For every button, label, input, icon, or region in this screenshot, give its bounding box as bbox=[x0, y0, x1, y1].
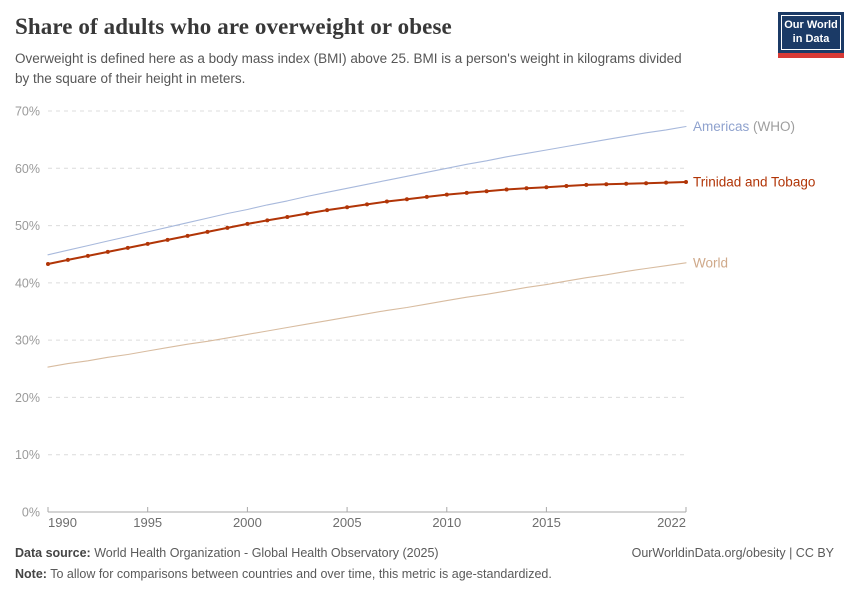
y-axis-label-10: 10% bbox=[15, 448, 40, 462]
x-axis-label-2000: 2000 bbox=[233, 515, 262, 530]
series-line-americas-who[interactable] bbox=[47, 125, 687, 256]
owid-link[interactable]: OurWorldinData.org/obesity | CC BY bbox=[631, 546, 834, 560]
y-axis-label-30: 30% bbox=[15, 334, 40, 348]
x-axis-label-2010: 2010 bbox=[432, 515, 461, 530]
y-axis-label-50: 50% bbox=[15, 219, 40, 233]
series-label-trinidad-and-tobago[interactable]: Trinidad and Tobago bbox=[693, 175, 815, 190]
y-axis-label-20: 20% bbox=[15, 391, 40, 405]
owid-logo[interactable]: Our World in Data bbox=[778, 12, 844, 58]
chart-note: Note: To allow for comparisons between c… bbox=[15, 565, 834, 583]
series-label-americas-who[interactable]: Americas (WHO) bbox=[693, 119, 795, 134]
header: Share of adults who are overweight or ob… bbox=[15, 14, 770, 88]
data-source-text: World Health Organization - Global Healt… bbox=[94, 546, 439, 560]
x-axis-label-2022: 2022 bbox=[657, 515, 686, 530]
x-axis-label-2005: 2005 bbox=[333, 515, 362, 530]
chart-svg: 0% 10% 20% 30% 40% 50% 60% 70% 1990 1995 2000 2005 2… bbox=[15, 105, 815, 531]
owid-logo-line1: Our World bbox=[784, 18, 838, 31]
line-chart: 0% 10% 20% 30% 40% 50% 60% 70% 1990 1995 2000 2005 2… bbox=[0, 95, 850, 545]
series-line-trinidad-and-tobago[interactable] bbox=[47, 181, 687, 265]
owid-logo-frame: Our World in Data bbox=[781, 15, 841, 50]
note-text: To allow for comparisons between countri… bbox=[50, 567, 552, 582]
x-axis-label-1995: 1995 bbox=[133, 515, 162, 530]
note-label: Note: bbox=[15, 567, 47, 582]
y-axis-label-60: 60% bbox=[15, 162, 40, 176]
y-axis-label-70: 70% bbox=[15, 105, 40, 119]
page-title: Share of adults who are overweight or ob… bbox=[15, 14, 452, 39]
series-line-world[interactable] bbox=[47, 262, 687, 368]
owid-logo-line2: in Data bbox=[792, 32, 830, 45]
y-axis-label-0: 0% bbox=[22, 506, 40, 520]
series-label-world[interactable]: World bbox=[693, 255, 728, 270]
x-axis-label-2015: 2015 bbox=[532, 515, 561, 530]
series-markers-trinidad-and-tobago bbox=[46, 180, 688, 266]
footer: Data source: World Health Organization -… bbox=[15, 544, 834, 583]
y-axis-label-40: 40% bbox=[15, 276, 40, 290]
chart-subtitle: Overweight is defined here as a body mas… bbox=[15, 51, 682, 86]
data-source: Data source: World Health Organization -… bbox=[15, 544, 439, 562]
x-axis-label-1990: 1990 bbox=[48, 515, 77, 530]
data-source-label: Data source: bbox=[15, 546, 91, 560]
